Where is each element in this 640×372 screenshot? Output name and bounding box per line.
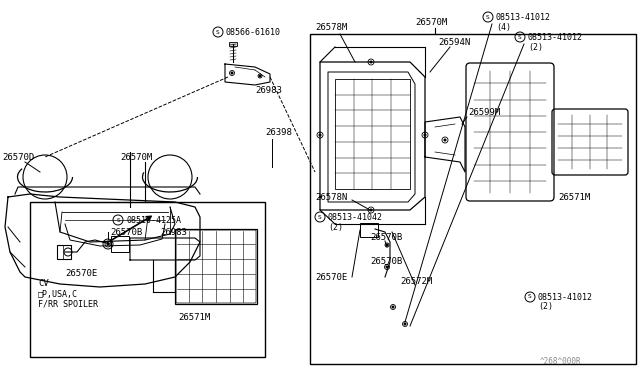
Text: S: S [528, 295, 532, 299]
Text: 26599M: 26599M [468, 108, 500, 116]
Circle shape [386, 244, 388, 246]
Text: 08510-4125A: 08510-4125A [126, 215, 181, 224]
Text: 26570D: 26570D [2, 153, 35, 161]
Text: 26570M: 26570M [415, 17, 447, 26]
Text: 26570B: 26570B [370, 257, 403, 266]
Bar [57, 245, 71, 259]
Bar [229, 42, 237, 46]
Text: S: S [486, 15, 490, 19]
Text: 26983: 26983 [255, 86, 282, 94]
Bar [30, 202, 265, 357]
Text: F/RR SPOILER: F/RR SPOILER [38, 299, 98, 308]
Circle shape [108, 243, 109, 245]
Circle shape [386, 266, 388, 268]
Circle shape [370, 209, 372, 211]
Bar [111, 236, 129, 252]
Circle shape [259, 75, 261, 77]
Text: (2): (2) [528, 42, 543, 51]
Bar [360, 223, 378, 237]
Text: 26578N: 26578N [315, 192, 348, 202]
Text: 26398: 26398 [265, 128, 292, 137]
Text: □P,USA,C: □P,USA,C [38, 289, 78, 298]
Text: 26570B: 26570B [370, 232, 403, 241]
Circle shape [392, 306, 394, 308]
Circle shape [370, 61, 372, 63]
Text: 08513-41012: 08513-41012 [538, 292, 593, 301]
Text: 26571M: 26571M [178, 312, 211, 321]
Bar [335, 79, 410, 189]
Text: S: S [518, 35, 522, 39]
Text: 08513-41012: 08513-41012 [528, 32, 583, 42]
Text: 26570B: 26570B [110, 228, 142, 237]
Circle shape [319, 134, 321, 136]
Text: 08513-41042: 08513-41042 [328, 212, 383, 221]
Text: (4): (4) [496, 22, 511, 32]
Text: 26983: 26983 [160, 228, 187, 237]
Circle shape [404, 323, 406, 325]
Text: 26594N: 26594N [438, 38, 470, 46]
Text: S: S [318, 215, 322, 219]
Circle shape [444, 139, 446, 141]
Text: 26570M: 26570M [120, 153, 152, 161]
Text: ^268^000R: ^268^000R [540, 357, 582, 366]
Circle shape [424, 134, 426, 136]
Text: S: S [216, 29, 220, 35]
Text: CV: CV [38, 279, 49, 289]
Bar [310, 34, 636, 364]
Text: 26570E: 26570E [65, 269, 97, 279]
Text: S: S [116, 218, 120, 222]
Text: (2): (2) [538, 302, 553, 311]
Text: 26570E: 26570E [315, 273, 348, 282]
Text: (2): (2) [328, 222, 343, 231]
Text: 26572M: 26572M [400, 278, 432, 286]
Bar [175, 229, 257, 304]
Text: 26571M: 26571M [558, 192, 590, 202]
Text: 08566-61610: 08566-61610 [226, 28, 281, 36]
Text: 08513-41012: 08513-41012 [496, 13, 551, 22]
Text: 26578M: 26578M [315, 22, 348, 32]
Circle shape [231, 72, 233, 74]
